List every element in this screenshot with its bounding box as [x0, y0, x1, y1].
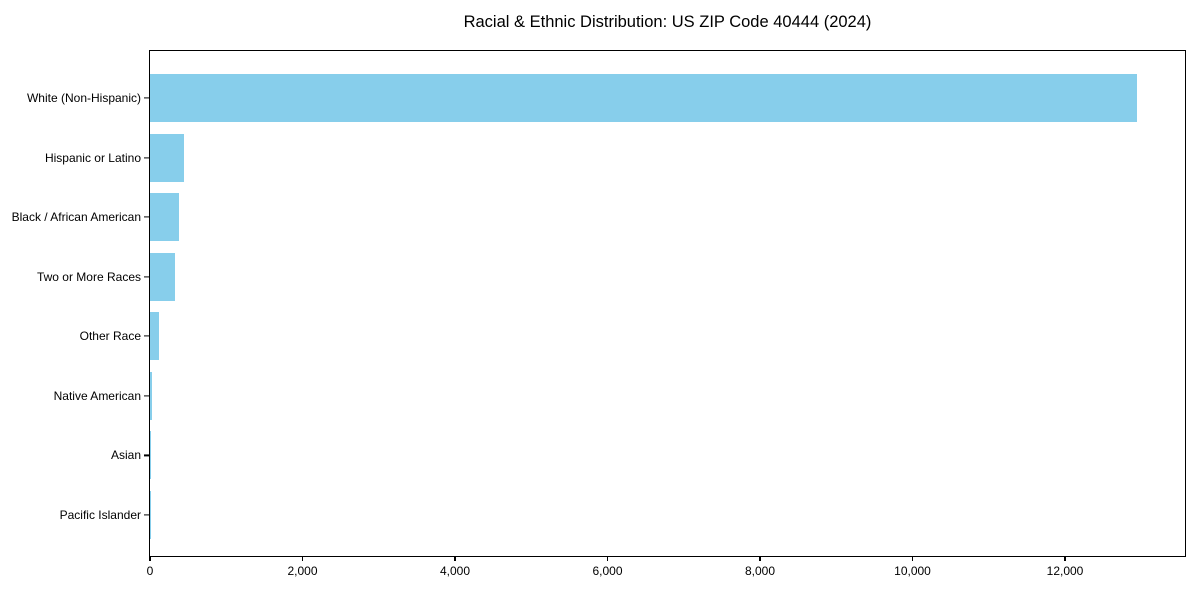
x-tick-label: 0	[146, 564, 154, 578]
category-label: Other Race	[79, 329, 141, 344]
x-tick-label: 12,000	[1046, 564, 1084, 578]
y-axis-tick	[144, 335, 149, 337]
x-tick-label: 8,000	[744, 564, 776, 578]
bar	[150, 312, 160, 361]
y-axis-tick	[144, 216, 149, 218]
category-label: Native American	[53, 388, 141, 403]
x-axis-tick	[454, 556, 456, 561]
x-axis-tick	[759, 556, 761, 561]
category-label: Black / African American	[11, 210, 141, 225]
bar	[150, 252, 176, 301]
category-label: Hispanic or Latino	[44, 150, 141, 165]
bar	[150, 133, 185, 182]
y-axis-tick	[144, 514, 149, 516]
x-axis-tick	[301, 556, 304, 561]
y-axis-tick	[144, 395, 149, 397]
x-axis-tick	[1064, 556, 1066, 561]
x-tick-label: 2,000	[287, 564, 318, 578]
y-axis-tick	[144, 97, 149, 99]
x-axis-tick	[606, 556, 609, 561]
x-tick-label: 4,000	[439, 564, 471, 578]
x-axis-tick	[911, 556, 914, 561]
y-axis-tick	[144, 156, 149, 159]
x-axis-tick	[149, 556, 151, 561]
bar	[150, 74, 1138, 122]
y-axis-tick	[144, 454, 149, 456]
category-label: Pacific Islander	[59, 507, 141, 522]
y-axis-tick	[144, 276, 149, 278]
x-tick-label: 10,000	[894, 564, 931, 578]
category-label: Asian	[110, 448, 141, 463]
chart-title: Racial & Ethnic Distribution: US ZIP Cod…	[463, 13, 872, 31]
bar	[150, 371, 152, 420]
x-tick-label: 6,000	[592, 564, 623, 578]
category-label: Two or More Races	[36, 269, 141, 284]
plot-area: White (Non-Hispanic) Hispanic or Latino Bl…	[12, 50, 1186, 578]
bar	[150, 193, 179, 242]
category-label: White (Non-Hispanic)	[26, 91, 141, 105]
